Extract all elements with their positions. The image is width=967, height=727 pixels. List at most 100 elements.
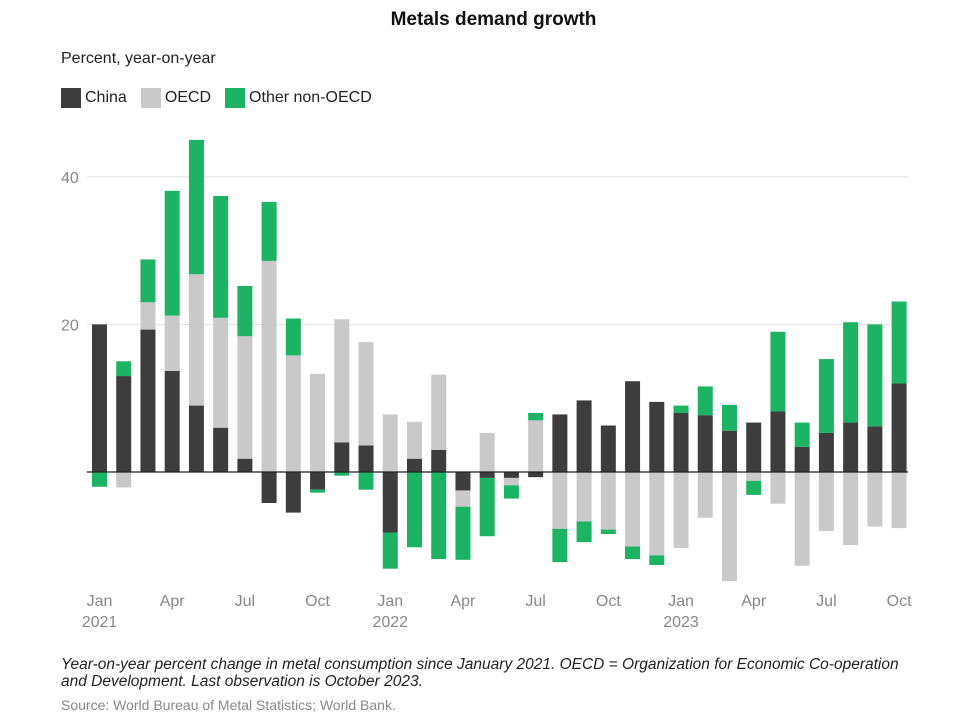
- bar-china-2022-10: [600, 425, 616, 472]
- bar-china-2021-02: [116, 376, 132, 472]
- bar-other-non-oecd-2021-01: [92, 472, 107, 487]
- chart-note: Year-on-year percent change in metal con…: [61, 656, 899, 690]
- chart-source: Source: World Bureau of Metal Statistics…: [61, 697, 396, 713]
- bar-china-2022-11: [625, 381, 641, 472]
- bar-other-non-oecd-2022-07: [528, 412, 544, 421]
- legend-item-other-non-oecd: Other non-OECD: [225, 88, 372, 108]
- legend-swatch-other-non-oecd: [225, 88, 246, 108]
- bar-other-non-oecd-2022-02: [406, 472, 422, 548]
- bar-other-non-oecd-2022-03: [431, 472, 447, 560]
- bar-china-2023-05: [770, 411, 786, 472]
- legend-label-other-non-oecd: Other non-OECD: [249, 89, 372, 106]
- bar-other-non-oecd-2022-12: [649, 555, 665, 565]
- y-tick-label-20: 20: [61, 317, 79, 334]
- bar-oecd-2022-06: [503, 477, 519, 486]
- bar-other-non-oecd-2021-04: [164, 190, 180, 316]
- bar-other-non-oecd-2023-05: [770, 331, 786, 412]
- bar-china-2022-09: [576, 400, 592, 472]
- bar-other-non-oecd-2022-04: [455, 506, 471, 560]
- bar-china-2023-09: [867, 426, 883, 472]
- bar-other-non-oecd-2021-12: [358, 472, 374, 490]
- bar-china-2022-04: [455, 472, 471, 491]
- bar-other-non-oecd-2023-01: [673, 405, 689, 413]
- bar-china-2023-10: [891, 383, 907, 472]
- legend: China OECD Other non-OECD: [61, 88, 386, 108]
- bar-oecd-2021-08: [261, 260, 277, 472]
- bar-oecd-2021-05: [188, 274, 204, 406]
- bar-oecd-2021-12: [358, 342, 374, 446]
- x-tick-label-oct-21: Oct: [596, 593, 621, 610]
- bar-china-2021-04: [164, 370, 180, 472]
- bar-oecd-2023-08: [843, 472, 859, 546]
- bar-china-2021-10: [310, 472, 326, 490]
- bar-oecd-2021-03: [140, 302, 156, 330]
- x-tick-label-jan-24: Jan: [668, 593, 694, 610]
- bar-oecd-2022-09: [576, 472, 592, 522]
- bar-oecd-2022-05: [479, 432, 495, 472]
- bar-china-2021-01: [92, 324, 107, 472]
- bar-oecd-2021-11: [334, 319, 350, 443]
- bar-other-non-oecd-2023-08: [843, 322, 859, 423]
- bar-oecd-2023-07: [818, 472, 834, 532]
- bar-oecd-2023-10: [891, 472, 907, 529]
- y-axis-label: Percent, year-on-year: [61, 50, 216, 67]
- x-tick-label-apr-15: Apr: [450, 593, 476, 610]
- bar-other-non-oecd-2022-08: [552, 528, 568, 563]
- bar-china-2023-02: [697, 415, 713, 472]
- bar-oecd-2022-02: [406, 421, 422, 459]
- bar-oecd-2021-04: [164, 315, 180, 371]
- x-tick-label-jan-0: Jan: [87, 593, 113, 610]
- bar-china-2023-04: [746, 422, 762, 472]
- bar-oecd-2023-01: [673, 472, 689, 549]
- bar-china-2023-06: [794, 446, 810, 472]
- bar-oecd-2022-07: [528, 420, 544, 472]
- bar-other-non-oecd-2021-03: [140, 259, 156, 303]
- bar-oecd-2022-10: [600, 472, 616, 530]
- bar-oecd-2022-11: [625, 472, 641, 547]
- bar-other-non-oecd-2021-05: [188, 139, 204, 275]
- bar-oecd-2021-06: [213, 317, 229, 428]
- legend-item-oecd: OECD: [140, 88, 212, 108]
- x-tick-label-jul-18: Jul: [525, 593, 545, 610]
- bar-other-non-oecd-2023-03: [721, 404, 737, 431]
- bar-other-non-oecd-2023-06: [794, 422, 810, 447]
- legend-swatch-china: [61, 88, 81, 108]
- bar-oecd-2023-04: [746, 472, 762, 481]
- bar-china-2023-03: [721, 430, 737, 472]
- legend-item-china: China: [61, 88, 127, 108]
- bar-oecd-2023-09: [867, 472, 883, 527]
- bar-other-non-oecd-2021-10: [310, 489, 326, 493]
- bar-oecd-2021-07: [237, 336, 253, 459]
- bar-china-2022-05: [479, 472, 495, 478]
- bar-china-2021-03: [140, 329, 156, 472]
- chart-title: Metals demand growth: [390, 9, 597, 30]
- bar-china-2023-08: [843, 422, 859, 472]
- bar-oecd-2022-04: [455, 490, 471, 507]
- bar-china-2022-01: [382, 472, 398, 533]
- x-tick-year-2023: 2023: [663, 614, 699, 631]
- legend-label-oecd: OECD: [164, 89, 212, 106]
- bar-oecd-2022-12: [649, 472, 665, 556]
- x-tick-label-oct-33: Oct: [887, 593, 912, 610]
- bar-oecd-2023-05: [770, 472, 786, 504]
- bar-oecd-2023-06: [794, 472, 810, 566]
- bar-other-non-oecd-2021-11: [334, 472, 350, 476]
- bar-other-non-oecd-2023-07: [818, 359, 834, 433]
- bar-china-2022-12: [649, 401, 665, 472]
- x-tick-year-2022: 2022: [372, 614, 408, 631]
- bar-oecd-2022-03: [431, 374, 447, 450]
- bar-other-non-oecd-2021-02: [116, 361, 132, 377]
- legend-swatch-oecd: [140, 88, 161, 108]
- bar-oecd-2022-01: [382, 414, 398, 472]
- bar-other-non-oecd-2022-06: [503, 485, 519, 499]
- bar-other-non-oecd-2021-07: [237, 286, 253, 337]
- legend-label-china: China: [85, 89, 127, 106]
- x-tick-label-apr-27: Apr: [741, 593, 767, 610]
- bar-oecd-2023-02: [697, 472, 713, 518]
- bar-china-2023-01: [673, 412, 689, 472]
- bar-china-2021-08: [261, 472, 277, 503]
- bar-other-non-oecd-2021-08: [261, 201, 277, 261]
- x-tick-label-jan-12: Jan: [377, 593, 403, 610]
- bar-other-non-oecd-2021-09: [285, 318, 301, 356]
- bar-china-2021-05: [188, 405, 204, 472]
